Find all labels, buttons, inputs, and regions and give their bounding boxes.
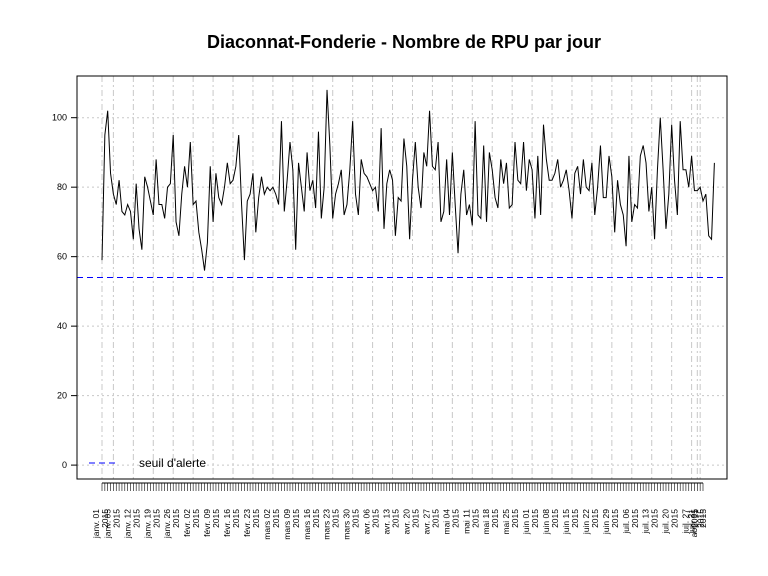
x-tick-label: 2015: [311, 509, 321, 528]
x-tick-label: févr. 16: [222, 509, 232, 537]
x-tick-label: 2015: [331, 509, 341, 528]
y-tick-label: 40: [57, 321, 67, 331]
y-tick-label: 100: [52, 113, 67, 123]
x-tick-label: juil. 13: [641, 509, 651, 535]
x-tick-label: 2015: [695, 509, 705, 528]
y-axis: 0 20 40 60 80 100: [52, 113, 78, 470]
x-tick-label: mars 16: [302, 509, 312, 540]
x-tick-label: juin 22: [581, 509, 591, 535]
x-tick-label: juil. 27: [681, 509, 691, 535]
x-tick-label: juin 08: [541, 509, 551, 535]
x-tick-label: 2015: [670, 509, 680, 528]
x-tick-label: févr. 09: [202, 509, 212, 537]
x-tick-label: 2015: [570, 509, 580, 528]
y-tick-label: 60: [57, 252, 67, 262]
y-tick-label: 0: [62, 460, 67, 470]
x-tick-label: 2015: [410, 509, 420, 528]
series-line: [101, 89, 715, 271]
x-tick-label: févr. 02: [182, 509, 192, 537]
x-tick-label: 2015: [510, 509, 520, 528]
x-tick-label: 2015: [151, 509, 161, 528]
x-tick-label: avr. 27: [421, 509, 431, 535]
x-tick-label: 2015: [690, 509, 700, 528]
x-tick-label: 2015: [111, 509, 121, 528]
x-tick-label: janv. 01: [91, 509, 101, 539]
y-tick-label: 80: [57, 182, 67, 192]
legend: seuil d'alerte: [89, 456, 206, 470]
x-tick-label: 2015: [590, 509, 600, 528]
x-tick-label: 2015: [291, 509, 301, 528]
x-tick-label: 2015: [271, 509, 281, 528]
x-tick-label: 2015: [698, 509, 708, 528]
legend-label-threshold: seuil d'alerte: [139, 456, 206, 470]
x-tick-label: juin 15: [561, 509, 571, 535]
x-tick-label: 2015: [231, 509, 241, 528]
x-tick-label: mars 23: [322, 509, 332, 540]
x-tick-label: mars 09: [282, 509, 292, 540]
x-tick-label: janv. 05: [102, 509, 112, 539]
x-tick-label: janv. 19: [142, 509, 152, 539]
x-tick-label: avr. 20: [401, 509, 411, 535]
x-tick-label: 2015: [371, 509, 381, 528]
x-tick-label: mai 18: [481, 509, 491, 535]
chart-title: Diaconnat-Fonderie - Nombre de RPU par j…: [207, 32, 601, 52]
x-tick-label: févr. 23: [242, 509, 252, 537]
x-tick-label: 2015: [630, 509, 640, 528]
x-tick-label: janv. 12: [122, 509, 132, 539]
x-tick-label: 2015: [490, 509, 500, 528]
x-tick-label: mars 02: [262, 509, 272, 540]
x-tick-label: mars 30: [342, 509, 352, 540]
x-tick-label: 2015: [100, 509, 110, 528]
x-tick-label: avr. 13: [382, 509, 392, 535]
y-tick-label: 20: [57, 391, 67, 401]
x-tick-label: mai 11: [461, 509, 471, 534]
x-tick-label: juin 29: [601, 509, 611, 535]
x-tick-label: 2015: [450, 509, 460, 528]
x-tick-label: 2015: [251, 509, 261, 528]
x-tick-label: juil. 06: [621, 509, 631, 535]
x-tick-label: avr. 06: [362, 509, 372, 535]
x-tick-label: 2015: [530, 509, 540, 528]
x-tick-label: 2015: [391, 509, 401, 528]
x-tick-label: 2015: [211, 509, 221, 528]
x-tick-label: juil. 20: [661, 509, 671, 535]
x-tick-label: 2015: [191, 509, 201, 528]
x-tick-label: juin 01: [521, 509, 531, 535]
x-tick-label: 2015: [131, 509, 141, 528]
x-tick-label: 2015: [550, 509, 560, 528]
x-tick-label: janv. 26: [162, 509, 172, 539]
x-tick-label: août 01: [689, 509, 699, 538]
x-tick-label: 2015: [650, 509, 660, 528]
x-tick-label: 2015: [430, 509, 440, 528]
x-tick-label: 2015: [351, 509, 361, 528]
x-tick-label: mai 04: [441, 509, 451, 535]
x-tick-label: 2015: [171, 509, 181, 528]
x-tick-label: juil. 31: [686, 509, 696, 535]
x-tick-label: 2015: [470, 509, 480, 528]
x-tick-label: mai 25: [501, 509, 511, 535]
x-tick-label: 2015: [610, 509, 620, 528]
